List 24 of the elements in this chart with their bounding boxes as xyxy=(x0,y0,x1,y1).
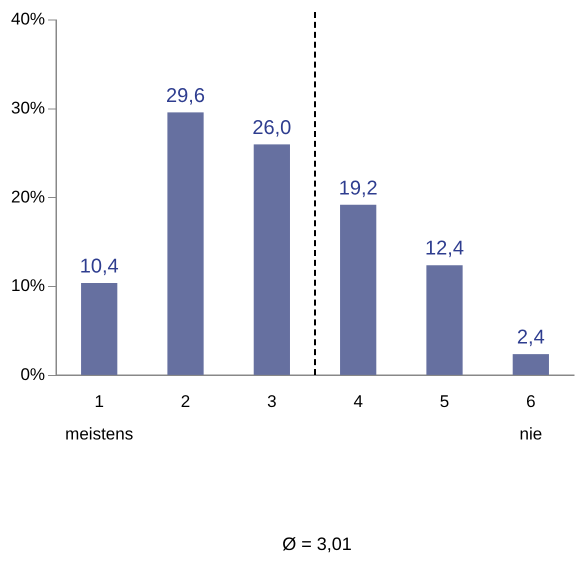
x-tick-label: 6 nie xyxy=(519,392,542,444)
data-label: 26,0 xyxy=(252,116,292,139)
bar xyxy=(167,112,204,375)
data-label: 2,4 xyxy=(516,326,545,349)
y-tick-label: 0% xyxy=(20,365,46,384)
data-label: 10,4 xyxy=(80,256,119,278)
y-tick-label: 40% xyxy=(10,10,46,29)
y-tick-label: 10% xyxy=(10,276,46,296)
x-tick-label: 5 xyxy=(440,392,450,412)
text: Ø = 3,01 xyxy=(282,534,352,554)
bar xyxy=(340,204,376,375)
bar xyxy=(512,354,549,375)
y-tick-label: 30% xyxy=(10,98,46,118)
bar xyxy=(426,265,463,375)
bar xyxy=(254,144,290,375)
data-label: 29,6 xyxy=(166,84,205,107)
x-tick-label: 1 meistens xyxy=(65,392,134,444)
x-tick-label: 2 xyxy=(180,392,190,412)
y-tick-label: 20% xyxy=(10,187,46,206)
x-tick-label: 3 xyxy=(267,392,277,412)
data-label: 12,4 xyxy=(425,238,464,260)
bar xyxy=(81,282,118,375)
data-label: 19,2 xyxy=(338,177,378,200)
x-tick-label: 4 xyxy=(353,392,363,412)
